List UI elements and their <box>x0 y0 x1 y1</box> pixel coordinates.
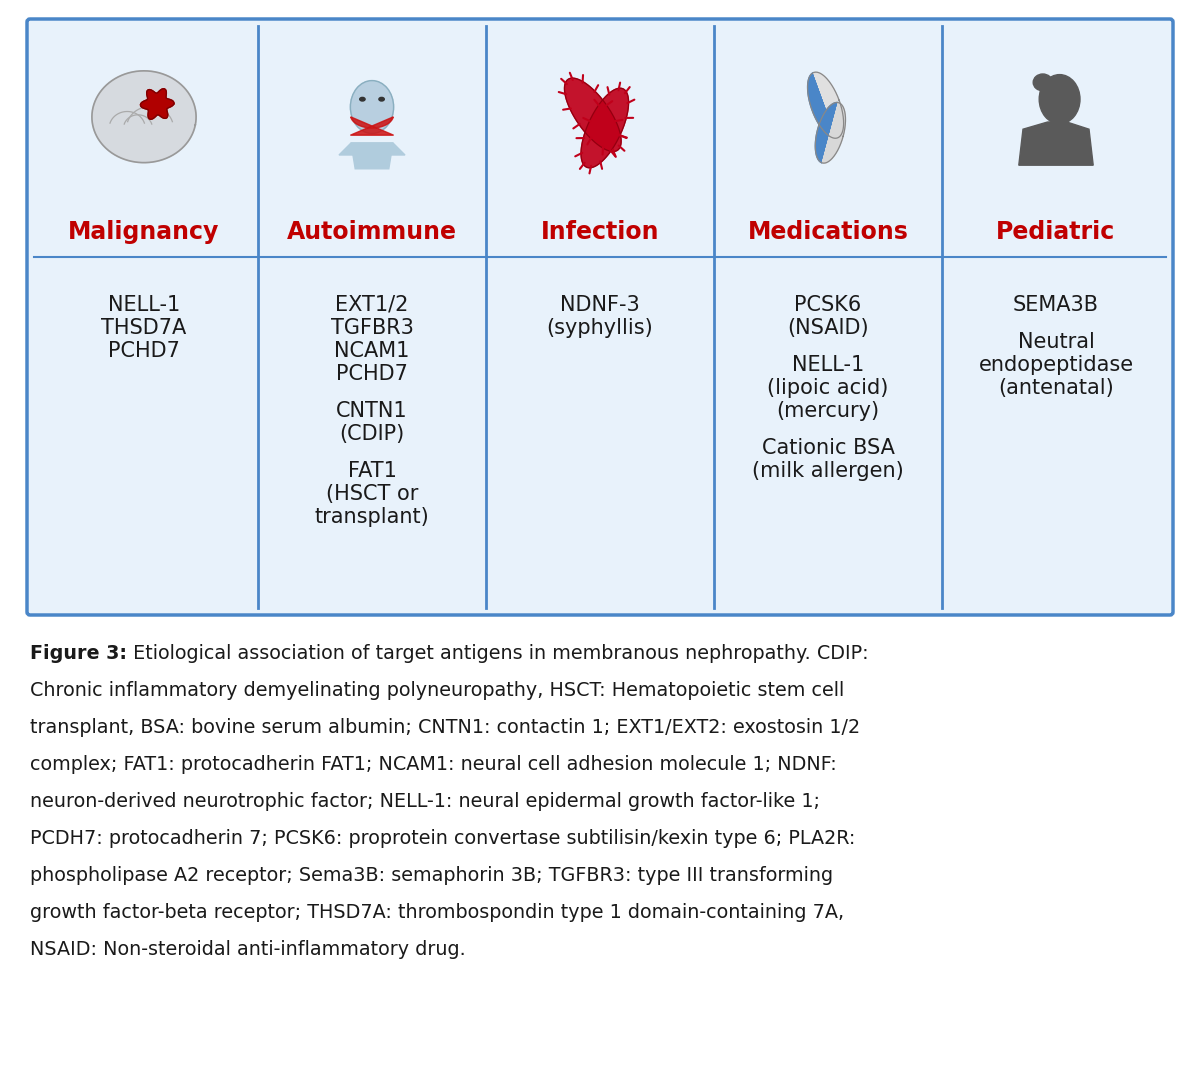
Polygon shape <box>92 70 196 163</box>
Text: NSAID: Non-steroidal anti-inflammatory drug.: NSAID: Non-steroidal anti-inflammatory d… <box>30 940 466 959</box>
Text: Infection: Infection <box>541 220 659 244</box>
Text: (lipoic acid): (lipoic acid) <box>767 378 889 398</box>
Polygon shape <box>814 72 844 138</box>
Polygon shape <box>340 143 406 155</box>
Text: (antenatal): (antenatal) <box>998 378 1114 398</box>
Ellipse shape <box>1039 75 1080 124</box>
Text: Etiological association of target antigens in membranous nephropathy. CDIP:: Etiological association of target antige… <box>127 644 869 663</box>
Ellipse shape <box>1033 74 1052 91</box>
Text: (CDIP): (CDIP) <box>340 424 404 445</box>
Text: transplant, BSA: bovine serum albumin; CNTN1: contactin 1; EXT1/EXT2: exostosin : transplant, BSA: bovine serum albumin; C… <box>30 718 860 737</box>
Text: TGFBR3: TGFBR3 <box>330 318 414 338</box>
Polygon shape <box>581 88 629 167</box>
Text: transplant): transplant) <box>314 507 430 527</box>
Polygon shape <box>140 88 174 119</box>
Text: Figure 3:: Figure 3: <box>30 644 127 663</box>
Text: Chronic inflammatory demyelinating polyneuropathy, HSCT: Hematopoietic stem cell: Chronic inflammatory demyelinating polyn… <box>30 681 845 700</box>
Text: (syphyllis): (syphyllis) <box>547 318 653 338</box>
Text: Malignancy: Malignancy <box>68 220 220 244</box>
Text: FAT1: FAT1 <box>348 461 396 481</box>
Polygon shape <box>815 102 839 163</box>
Text: EXT1/2: EXT1/2 <box>335 295 409 314</box>
Polygon shape <box>352 143 394 168</box>
Text: (HSCT or: (HSCT or <box>326 484 418 504</box>
Text: Neutral: Neutral <box>1018 332 1094 352</box>
Text: NCAM1: NCAM1 <box>335 341 409 361</box>
Text: Medications: Medications <box>748 220 908 244</box>
Text: NDNF-3: NDNF-3 <box>560 295 640 314</box>
Text: Cationic BSA: Cationic BSA <box>762 438 894 458</box>
Text: endopeptidase: endopeptidase <box>978 355 1134 375</box>
Text: complex; FAT1: protocadherin FAT1; NCAM1: neural cell adhesion molecule 1; NDNF:: complex; FAT1: protocadherin FAT1; NCAM1… <box>30 755 836 774</box>
Ellipse shape <box>360 97 365 101</box>
Text: growth factor-beta receptor; THSD7A: thrombospondin type 1 domain-containing 7A,: growth factor-beta receptor; THSD7A: thr… <box>30 903 844 922</box>
Ellipse shape <box>379 97 384 101</box>
Text: PCHD7: PCHD7 <box>336 364 408 384</box>
Text: PCHD7: PCHD7 <box>108 341 180 361</box>
Ellipse shape <box>350 81 394 133</box>
Text: neuron-derived neurotrophic factor; NELL-1: neural epidermal growth factor-like : neuron-derived neurotrophic factor; NELL… <box>30 792 820 811</box>
Text: NELL-1: NELL-1 <box>792 355 864 375</box>
Text: phospholipase A2 receptor; Sema3B: semaphorin 3B; TGFBR3: type III transforming: phospholipase A2 receptor; Sema3B: semap… <box>30 866 833 885</box>
Text: SEMA3B: SEMA3B <box>1013 295 1099 314</box>
FancyBboxPatch shape <box>28 19 1174 615</box>
Polygon shape <box>1019 122 1093 165</box>
Polygon shape <box>350 117 394 135</box>
Text: CNTN1: CNTN1 <box>336 401 408 421</box>
Polygon shape <box>808 72 838 139</box>
Polygon shape <box>564 78 622 151</box>
Text: Pediatric: Pediatric <box>996 220 1116 244</box>
Text: Autoimmune: Autoimmune <box>287 220 457 244</box>
Ellipse shape <box>1054 115 1066 128</box>
Text: PCDH7: protocadherin 7; PCSK6: proprotein convertase subtilisin/kexin type 6; PL: PCDH7: protocadherin 7; PCSK6: proprotei… <box>30 829 856 847</box>
Text: NELL-1: NELL-1 <box>108 295 180 314</box>
Text: (mercury): (mercury) <box>776 401 880 421</box>
Text: (milk allergen): (milk allergen) <box>752 461 904 481</box>
Text: THSD7A: THSD7A <box>101 318 187 338</box>
Text: (NSAID): (NSAID) <box>787 318 869 338</box>
Text: PCSK6: PCSK6 <box>794 295 862 314</box>
Polygon shape <box>822 102 846 163</box>
